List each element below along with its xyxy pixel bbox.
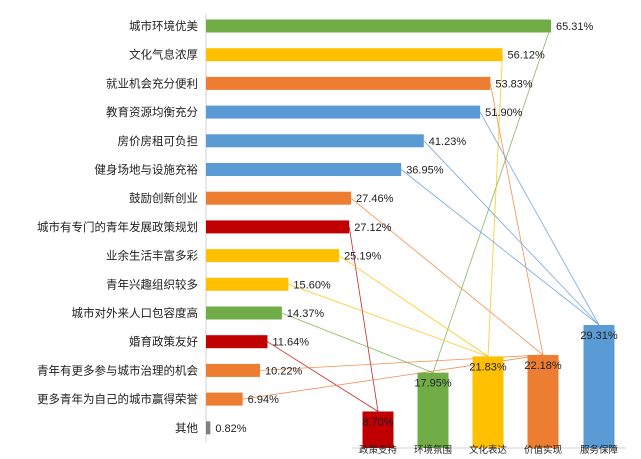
column (472, 356, 504, 448)
column (417, 372, 449, 448)
bar (206, 363, 260, 377)
bar-value-label: 51.90% (485, 107, 523, 119)
bar (206, 76, 491, 90)
bar (206, 249, 340, 263)
bar-value-label: 65.31% (556, 21, 594, 33)
category-label: 鼓励创新创业 (129, 191, 198, 205)
bar-value-label: 53.83% (495, 78, 533, 90)
column (527, 354, 559, 448)
connector-line (432, 25, 552, 373)
category-label: 婚育政策友好 (129, 335, 198, 349)
category-label: 城市对外来人口包容度高 (72, 306, 199, 320)
category-label: 青年有更多参与城市治理的机会 (37, 363, 198, 377)
category-label: 业余生活丰富多彩 (106, 249, 198, 263)
vertical-bar-chart: 8.70% 政策支持 17.95% 环境氛围 21.83% 文化表达 22.18% 价值实现 2… (352, 325, 626, 456)
category-label: 城市环境优美 (129, 19, 198, 33)
bar-value-label: 11.64% (272, 337, 309, 349)
bar-value-label: 14.37% (287, 308, 325, 320)
connector-line (288, 283, 489, 357)
bar-value-label: 56.12% (507, 50, 545, 62)
bar (206, 134, 424, 148)
connector-line (400, 169, 600, 326)
group-label: 文化表达 (469, 444, 508, 456)
bar-value-label: 0.82% (215, 423, 246, 435)
category-label: 更多青年为自己的城市赢得荣誉 (37, 392, 198, 406)
column (583, 325, 615, 448)
connector-line (281, 312, 434, 374)
bar-value-label: 25.19% (344, 251, 382, 263)
bar (206, 163, 402, 176)
category-label: 其他 (175, 421, 198, 435)
bar (206, 335, 268, 349)
category-label: 就业机会充分便利 (106, 76, 198, 90)
bar-value-label: 6.94% (248, 394, 279, 406)
connector-line (338, 255, 489, 357)
bar (206, 306, 282, 320)
bar (206, 421, 211, 435)
connector-line (487, 54, 503, 357)
bar (206, 392, 243, 406)
connector-line (479, 111, 600, 326)
bar (206, 19, 551, 33)
group-label: 政策支持 (359, 444, 398, 456)
category-label: 青年兴趣组织较多 (106, 277, 198, 291)
connector-line (489, 83, 544, 355)
column-value-label: 29.31% (580, 330, 618, 342)
connector-line (423, 140, 600, 326)
column (362, 411, 394, 448)
category-label: 教育资源均衡充分 (106, 105, 198, 119)
bar-value-label: 27.12% (354, 222, 392, 234)
bar-value-label: 15.60% (293, 279, 331, 291)
category-label: 健身场地与设施充裕 (95, 163, 199, 177)
bar (206, 277, 289, 291)
connector-line (348, 226, 379, 412)
horizontal-bar-chart: 城市环境优美 65.31% 文化气息浓厚 56.12% 就业机会充分便利 53.83% 教育… (37, 14, 594, 442)
bar (206, 220, 350, 234)
connector-line (350, 197, 544, 356)
connector-line (267, 341, 379, 412)
column-value-label: 17.95% (414, 378, 452, 390)
group-label: 服务保障 (580, 444, 619, 456)
group-label: 价值实现 (524, 444, 563, 456)
bar-value-label: 36.95% (406, 165, 444, 177)
column-value-label: 8.70% (362, 416, 393, 428)
category-label: 房价房租可负担 (118, 134, 199, 148)
column-value-label: 21.83% (469, 361, 507, 373)
bar (206, 105, 481, 119)
bar-value-label: 10.22% (265, 365, 303, 377)
bar (206, 191, 352, 205)
bar-value-label: 27.46% (356, 193, 394, 205)
bar (206, 48, 503, 62)
bar-value-label: 41.23% (429, 136, 467, 148)
column-value-label: 22.18% (524, 360, 562, 372)
group-label: 环境氛围 (414, 444, 452, 456)
category-label: 城市有专门的青年发展政策规划 (37, 220, 198, 234)
category-label: 文化气息浓厚 (129, 48, 198, 62)
